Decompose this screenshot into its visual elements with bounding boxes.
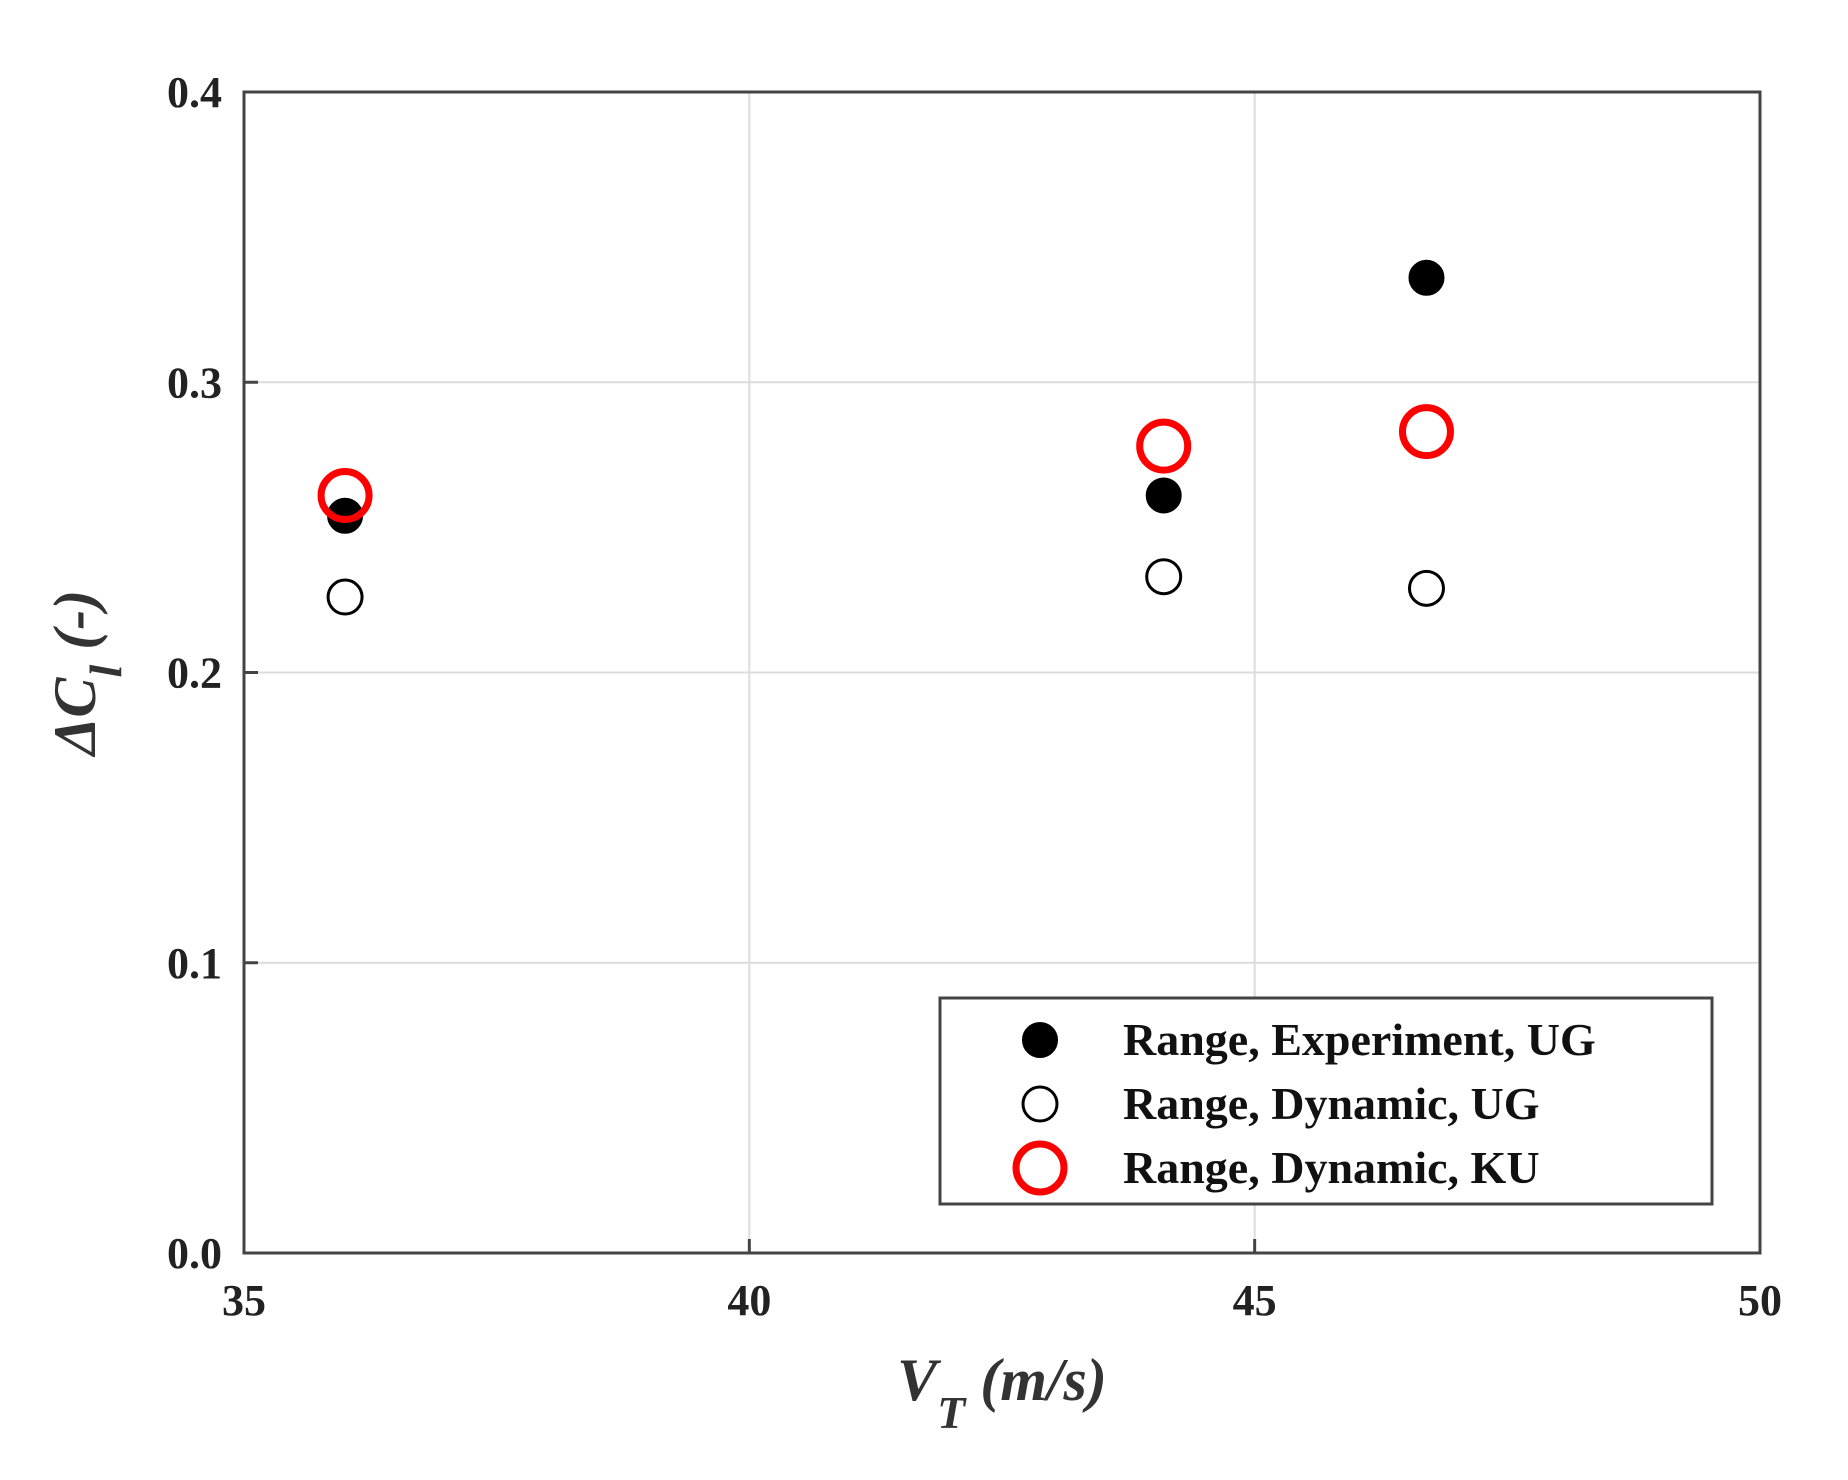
x-tick-label: 45	[1233, 1276, 1277, 1325]
x-tick-label: 35	[222, 1276, 266, 1325]
x-axis-label-unit: (m/s)	[965, 1347, 1107, 1413]
data-point	[1407, 569, 1445, 607]
legend-marker	[1021, 1085, 1059, 1123]
y-axis-label-main: ΔC	[42, 677, 108, 758]
legend-item: Range, Experiment, UG	[1022, 1014, 1596, 1065]
data-point	[1408, 259, 1445, 296]
series-2	[326, 558, 1445, 616]
axes: 35 40 45 50 0.0 0.1 0.2 0.3 0.4	[167, 68, 1782, 1325]
legend-label: Range, Experiment, UG	[1123, 1014, 1596, 1065]
data-point	[1145, 558, 1183, 596]
x-tick-label: 50	[1738, 1276, 1782, 1325]
y-tick-label: 0.1	[167, 939, 222, 988]
data-point	[1145, 477, 1182, 514]
x-axis-label-subscript: T	[937, 1387, 967, 1438]
data-point	[1398, 404, 1454, 460]
y-tick-label: 0.2	[167, 649, 222, 698]
legend-item: Range, Dynamic, KU	[1012, 1140, 1540, 1196]
y-axis-label-unit: (-)	[42, 590, 108, 665]
legend-box	[938, 996, 1714, 1206]
y-axis-label-subscript: l	[80, 665, 131, 678]
legend-marker	[1012, 1140, 1068, 1196]
data-point	[1136, 418, 1192, 474]
legend-marker	[1022, 1022, 1058, 1058]
y-axis-label: ΔCl (-)	[42, 590, 131, 757]
data-point	[326, 578, 364, 616]
y-tick-label: 0.4	[167, 68, 222, 117]
y-tick-label: 0.3	[167, 358, 222, 407]
data-points	[317, 259, 1454, 616]
legend-label: Range, Dynamic, KU	[1123, 1142, 1540, 1193]
x-tick-label: 40	[727, 1276, 771, 1325]
legend: Range, Experiment, UG Range, Dynamic, UG R…	[938, 996, 1714, 1206]
legend-label: Range, Dynamic, UG	[1123, 1078, 1540, 1129]
x-axis-label-main: V	[897, 1347, 942, 1413]
series-3	[317, 404, 1454, 523]
y-tick-label: 0.0	[167, 1229, 222, 1278]
series-1	[327, 259, 1445, 534]
x-axis-label: VT (m/s)	[897, 1347, 1107, 1438]
legend-item: Range, Dynamic, UG	[1021, 1078, 1540, 1129]
data-point	[317, 467, 373, 523]
